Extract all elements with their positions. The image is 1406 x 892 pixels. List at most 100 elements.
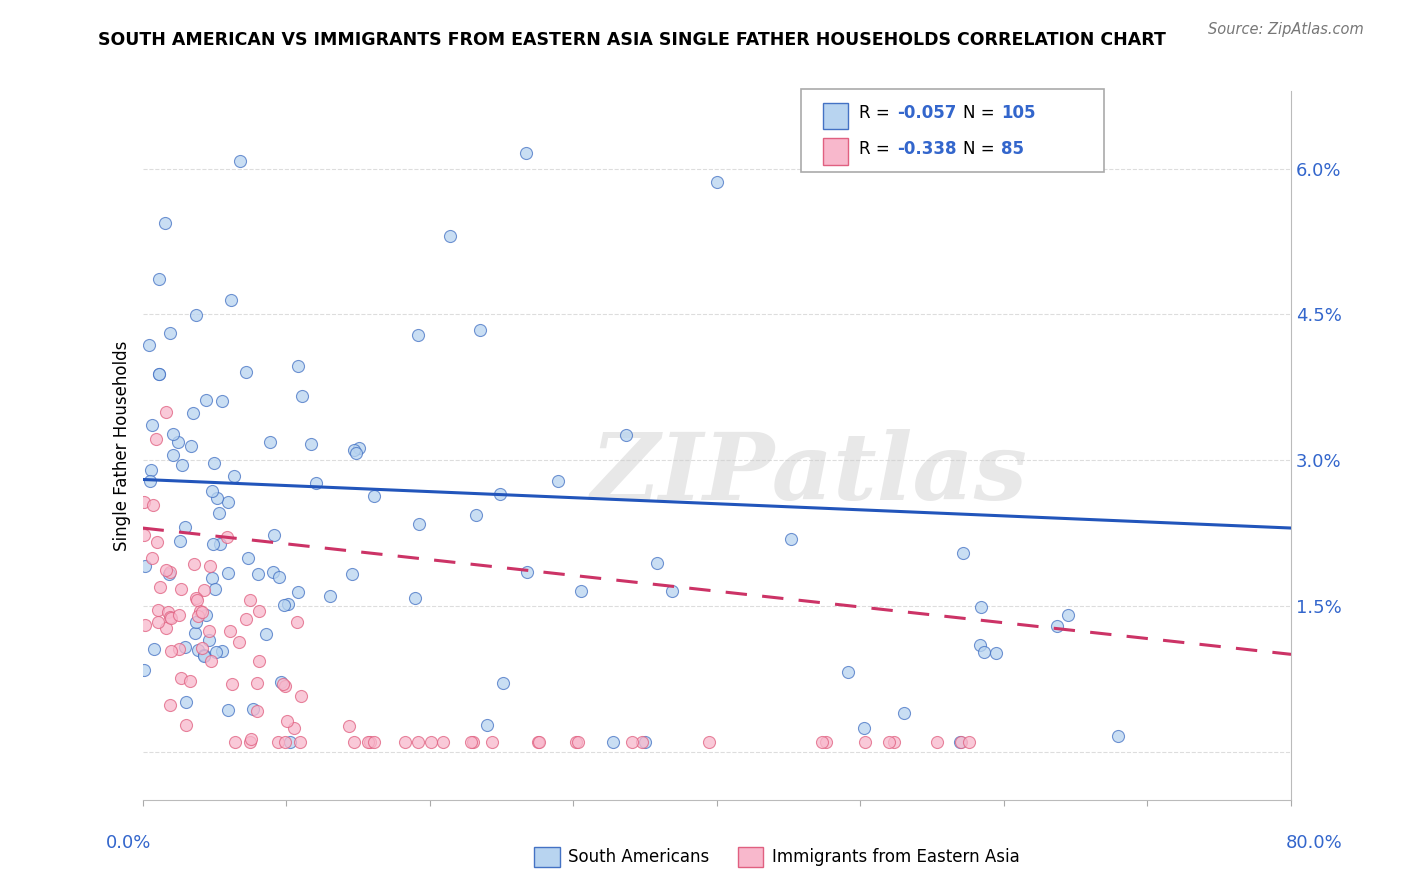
Point — [169, 534, 191, 549]
Point — [630, 735, 652, 749]
Point — [343, 442, 366, 457]
Point — [247, 604, 270, 618]
Point — [148, 368, 170, 382]
Point — [239, 593, 262, 607]
Point — [564, 735, 586, 749]
Point — [217, 703, 239, 717]
Point — [184, 309, 207, 323]
Point — [208, 507, 231, 521]
Point — [160, 644, 183, 658]
Point — [157, 567, 180, 582]
Point — [155, 216, 177, 230]
Point — [634, 735, 657, 749]
Point — [267, 735, 290, 749]
Point — [146, 615, 169, 629]
Point — [148, 368, 170, 382]
Point — [780, 532, 803, 546]
Point — [174, 520, 197, 534]
Text: South Americans: South Americans — [568, 848, 709, 866]
Point — [159, 698, 181, 713]
Point — [273, 677, 295, 691]
Point — [1046, 619, 1069, 633]
Point — [157, 605, 180, 619]
Point — [224, 735, 246, 749]
Text: 0.0%: 0.0% — [105, 834, 150, 852]
Point — [239, 731, 262, 746]
Point — [837, 665, 859, 679]
Point — [186, 593, 208, 607]
Point — [288, 735, 311, 749]
Text: SOUTH AMERICAN VS IMMIGRANTS FROM EASTERN ASIA SINGLE FATHER HOUSEHOLDS CORRELAT: SOUTH AMERICAN VS IMMIGRANTS FROM EASTER… — [98, 31, 1167, 49]
Point — [949, 735, 972, 749]
Point — [287, 359, 309, 373]
Text: R =: R = — [859, 104, 896, 122]
Point — [359, 735, 381, 749]
Point — [952, 546, 974, 560]
Point — [259, 434, 281, 449]
Point — [205, 645, 228, 659]
Point — [516, 566, 538, 580]
Point — [229, 154, 252, 169]
Point — [201, 483, 224, 498]
Point — [160, 611, 183, 625]
Point — [269, 570, 291, 584]
Point — [811, 735, 834, 749]
Point — [217, 530, 239, 544]
Point — [481, 735, 503, 749]
Point — [697, 735, 720, 749]
Point — [394, 735, 416, 749]
Point — [363, 735, 385, 749]
Point — [340, 566, 363, 581]
Point — [141, 418, 163, 433]
Point — [181, 406, 204, 420]
Point — [460, 735, 482, 749]
Point — [527, 735, 550, 749]
Point — [132, 528, 155, 542]
Point — [461, 735, 484, 749]
Point — [602, 735, 624, 749]
Point — [291, 389, 314, 403]
Point — [814, 735, 837, 749]
Point — [159, 566, 181, 580]
Point — [408, 516, 430, 531]
Point — [527, 735, 550, 749]
Point — [186, 609, 208, 624]
Point — [190, 640, 212, 655]
Point — [285, 615, 308, 629]
Point — [200, 654, 222, 668]
Point — [219, 624, 242, 638]
Point — [877, 735, 900, 749]
Point — [146, 603, 169, 617]
Point — [180, 439, 202, 453]
Point — [406, 735, 429, 749]
Text: N =: N = — [963, 104, 1000, 122]
Point — [162, 426, 184, 441]
Point — [193, 648, 215, 662]
Point — [187, 642, 209, 657]
Text: Source: ZipAtlas.com: Source: ZipAtlas.com — [1208, 22, 1364, 37]
Point — [222, 468, 245, 483]
Point — [228, 635, 250, 649]
Point — [239, 735, 262, 749]
Point — [357, 735, 380, 749]
Point — [142, 642, 165, 657]
Point — [155, 621, 177, 635]
Point — [195, 608, 218, 623]
Point — [221, 677, 243, 691]
Point — [170, 671, 193, 685]
Point — [146, 535, 169, 549]
Point — [273, 598, 295, 612]
Point — [853, 735, 876, 749]
Point — [155, 563, 177, 577]
Point — [193, 583, 215, 598]
Point — [167, 607, 190, 622]
Point — [235, 612, 257, 626]
Point — [202, 537, 225, 551]
Point — [138, 337, 160, 351]
Point — [1107, 730, 1129, 744]
Point — [567, 735, 589, 749]
Point — [419, 735, 441, 749]
Point — [464, 508, 486, 522]
Point — [273, 679, 295, 693]
Point — [191, 605, 214, 619]
